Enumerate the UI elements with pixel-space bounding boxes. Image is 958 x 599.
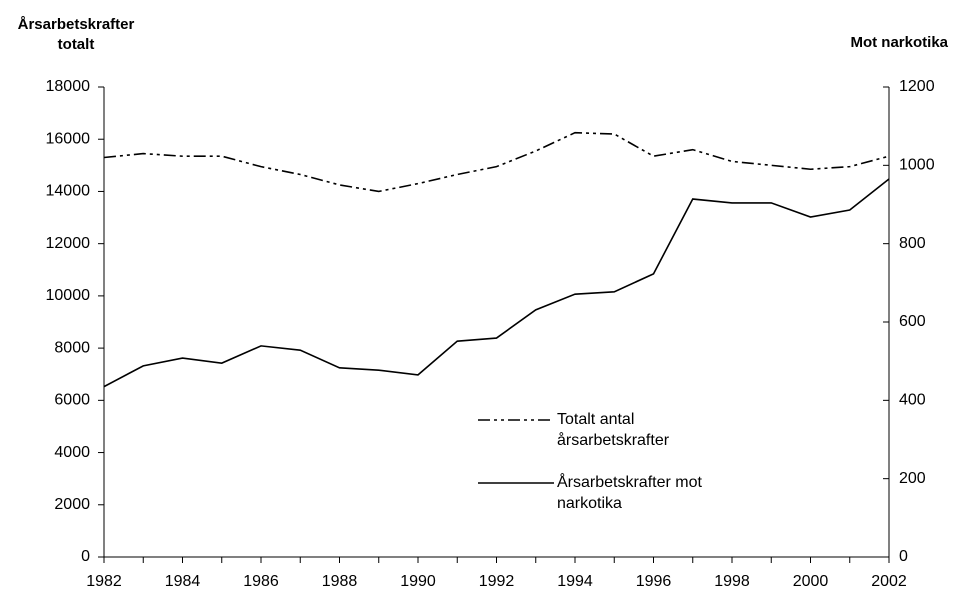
y-tick-label: 2000 — [54, 496, 90, 513]
series-line — [103, 178, 890, 388]
y-tick-label: 12000 — [46, 235, 91, 252]
legend-label: Totalt antal årsarbetskrafter — [557, 411, 670, 449]
x-tick-label: 2002 — [871, 573, 907, 590]
y-tick-label: 6000 — [54, 392, 90, 409]
y2-tick-label: 800 — [899, 235, 926, 252]
y2-tick-label: 600 — [899, 313, 926, 330]
y2-tick-label: 1000 — [899, 157, 935, 174]
x-tick-label: 1986 — [243, 573, 279, 590]
x-tick-label: 1998 — [714, 573, 750, 590]
x-tick-label: 1982 — [86, 573, 122, 590]
x-tick-label: 1984 — [165, 573, 201, 590]
y-tick-label: 16000 — [46, 130, 91, 147]
y2-tick-label: 1200 — [899, 78, 935, 95]
y-tick-label: 18000 — [46, 78, 91, 95]
y-tick-label: 0 — [81, 548, 90, 565]
y-axis-title: Årsarbetskrafter totalt — [17, 16, 135, 53]
y-tick-label: 10000 — [46, 287, 91, 304]
x-tick-label: 1988 — [322, 573, 358, 590]
x-tick-label: 1992 — [479, 573, 515, 590]
y2-axis-title: Mot narkotika — [850, 34, 948, 51]
x-tick-label: 2000 — [793, 573, 829, 590]
y-tick-label: 8000 — [54, 339, 90, 356]
y2-tick-label: 200 — [899, 470, 926, 487]
legend-label: Årsarbetskrafter mot narkotika — [557, 474, 702, 512]
y2-tick-label: 400 — [899, 392, 926, 409]
y-tick-label: 14000 — [46, 183, 91, 200]
x-tick-label: 1990 — [400, 573, 436, 590]
series-line — [103, 131, 890, 193]
y-tick-label: 4000 — [54, 444, 90, 461]
x-tick-label: 1996 — [636, 573, 672, 590]
y2-tick-label: 0 — [899, 548, 908, 565]
x-tick-label: 1994 — [557, 573, 593, 590]
